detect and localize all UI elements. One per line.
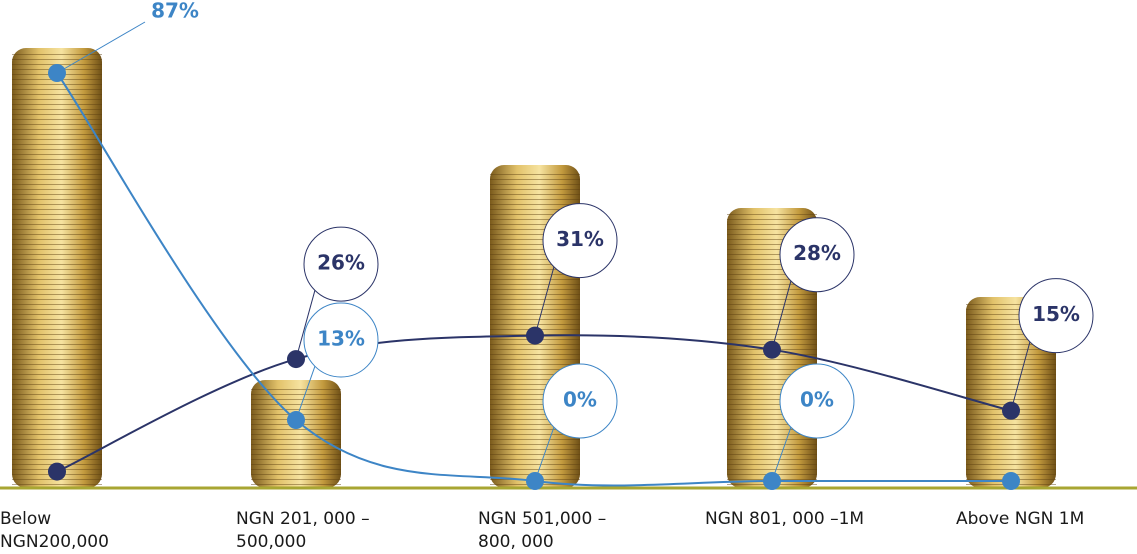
coin-ridges xyxy=(12,54,102,488)
point xyxy=(526,472,544,490)
value-label: 0% xyxy=(563,388,597,412)
point xyxy=(48,64,66,82)
label-bubble xyxy=(779,363,855,439)
point xyxy=(763,340,781,359)
leader-line xyxy=(56,21,146,74)
label-bubble xyxy=(1018,278,1094,354)
point xyxy=(287,350,305,369)
value-label: 26% xyxy=(317,251,365,275)
series-layer: 26% 31% 28% 15% 87% 13% 0% 0% xyxy=(48,0,1094,490)
point xyxy=(287,411,305,430)
category-label: NGN 801, 000 –1M xyxy=(705,509,865,529)
point xyxy=(1002,401,1020,420)
value-label: 15% xyxy=(1032,302,1080,326)
value-label: 28% xyxy=(793,241,841,265)
label-bubble xyxy=(779,217,855,293)
value-label: 0% xyxy=(800,388,834,412)
value-label: 13% xyxy=(317,327,365,351)
category-label: Above NGN 1M xyxy=(956,509,1085,529)
category-label: NGN 201, 000 –500,000 xyxy=(236,509,370,552)
point xyxy=(526,326,544,345)
category-label: NGN 501,000 –800, 000 xyxy=(478,509,607,552)
value-label: 87% xyxy=(151,0,199,23)
label-bubble xyxy=(303,302,379,378)
label-bubble xyxy=(542,203,618,279)
leader-line xyxy=(295,289,316,360)
leader-line xyxy=(771,426,792,482)
series-line xyxy=(56,72,1011,487)
leader-line xyxy=(295,365,316,421)
leader-line xyxy=(771,280,792,350)
category-label: Below NGN200,000 xyxy=(0,509,109,552)
coin-ridges xyxy=(251,386,341,488)
value-label: 31% xyxy=(556,227,604,251)
point xyxy=(1002,472,1020,490)
coin-stacks xyxy=(12,48,1056,488)
leader-line xyxy=(1010,341,1031,411)
label-bubble xyxy=(542,363,618,439)
label-bubble xyxy=(303,226,379,302)
point xyxy=(763,472,781,490)
leader-line xyxy=(534,426,555,482)
point xyxy=(48,462,66,481)
leader-line xyxy=(534,266,555,336)
